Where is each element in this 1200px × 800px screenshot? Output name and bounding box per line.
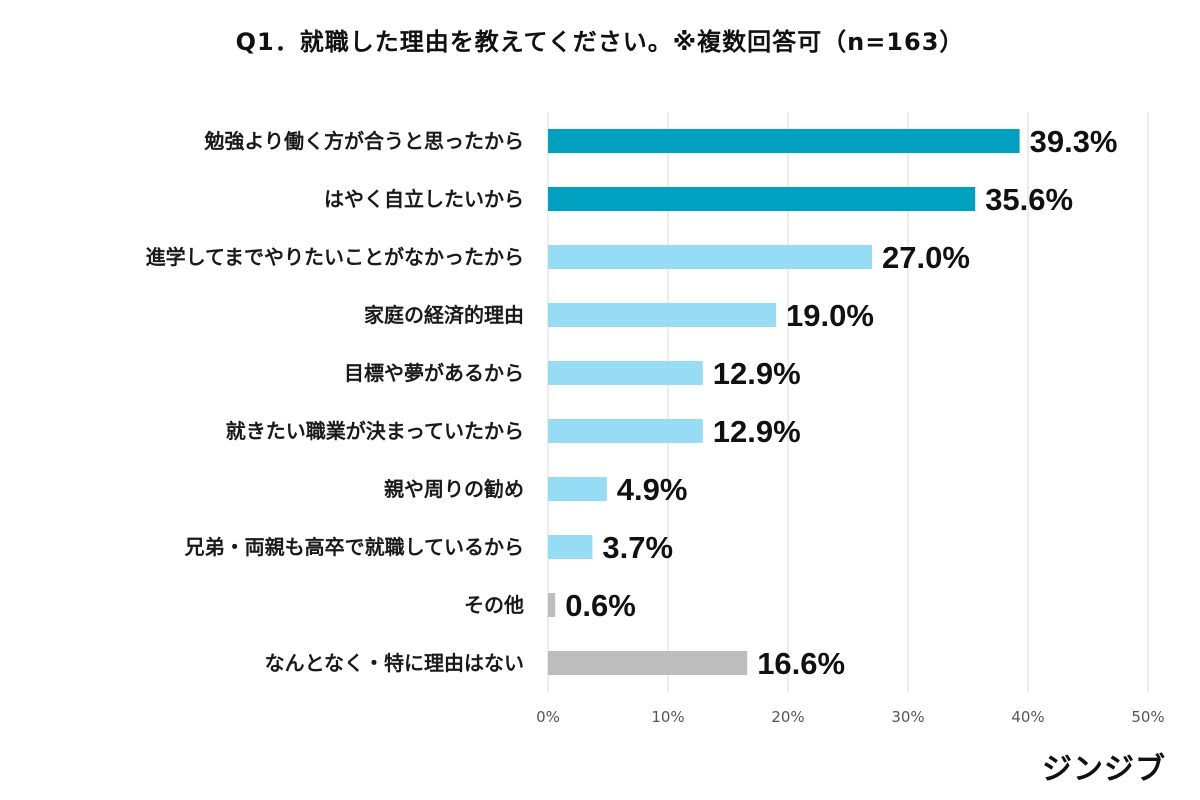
- bar: [548, 593, 556, 617]
- data-label: 3.7%: [602, 530, 673, 565]
- category-labels: 勉強より働く方が合うと思ったからはやく自立したいから進学してまでやりたいことがな…: [146, 129, 524, 675]
- bar: [548, 303, 776, 327]
- chart-title: Q1．就職した理由を教えてください。※複数回答可（n=163）: [235, 28, 965, 56]
- x-tick-label: 40%: [1011, 708, 1044, 726]
- data-label: 12.9%: [713, 414, 801, 449]
- bar: [548, 361, 703, 385]
- x-axis-ticks: 0% 10% 20% 30% 40% 50%: [536, 708, 1165, 726]
- category-label: 兄弟・両親も高卒で就職しているから: [184, 535, 524, 559]
- category-label: 進学してまでやりたいことがなかったから: [146, 245, 524, 269]
- bars: [548, 129, 1020, 675]
- data-label: 35.6%: [985, 182, 1073, 217]
- bar: [548, 129, 1020, 153]
- category-label: 親や周りの勧め: [384, 477, 524, 501]
- bar: [548, 419, 703, 443]
- category-label: なんとなく・特に理由はない: [265, 651, 524, 675]
- category-label: はやく自立したいから: [324, 187, 524, 211]
- category-label: 勉強より働く方が合うと思ったから: [203, 129, 524, 153]
- data-label: 12.9%: [713, 356, 801, 391]
- x-tick-label: 20%: [771, 708, 804, 726]
- category-label: その他: [464, 593, 524, 617]
- category-label: 就きたい職業が決まっていたから: [226, 419, 524, 443]
- category-label: 家庭の経済的理由: [364, 303, 524, 327]
- data-label: 4.9%: [617, 472, 688, 507]
- value-labels: 39.3% 35.6% 27.0%19.0% 12.9% 12.9% 4.9% 3.7% 0.…: [565, 124, 1117, 681]
- data-label: 16.6%: [757, 646, 845, 681]
- bar: [548, 245, 872, 269]
- bar: [548, 651, 748, 675]
- bar: [548, 477, 607, 501]
- brand-logo: ジンジブ: [1042, 752, 1166, 787]
- x-tick-label: 50%: [1131, 708, 1164, 726]
- x-tick-label: 10%: [651, 708, 684, 726]
- x-tick-label: 30%: [891, 708, 924, 726]
- x-tick-label: 0%: [536, 708, 560, 726]
- category-label: 目標や夢があるから: [344, 361, 524, 385]
- data-label: 39.3%: [1030, 124, 1118, 159]
- data-label: 19.0%: [786, 298, 874, 333]
- data-label: 0.6%: [565, 588, 636, 623]
- data-label: 27.0%: [882, 240, 970, 275]
- bar: [548, 535, 593, 559]
- bar: [548, 187, 976, 211]
